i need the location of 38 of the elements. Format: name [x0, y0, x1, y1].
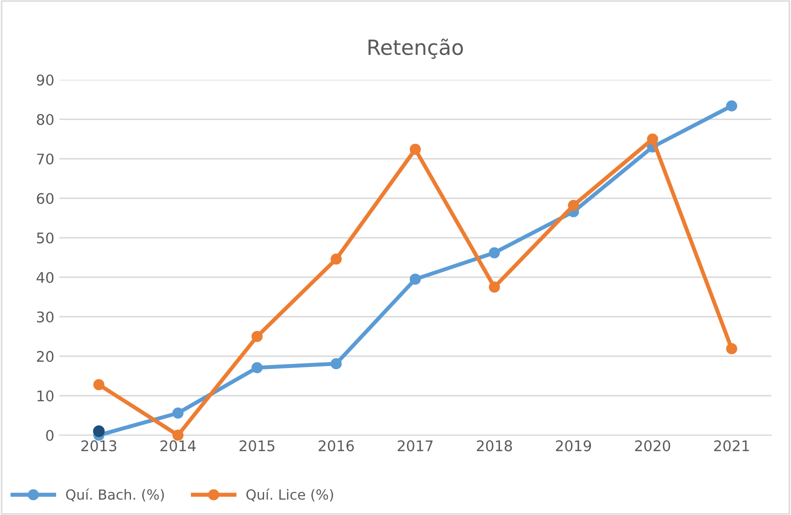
y-tick-label: 80	[36, 114, 54, 126]
point	[568, 200, 580, 211]
point	[330, 254, 342, 265]
x-tick-label: 2016	[318, 440, 354, 452]
y-tick-label: 70	[37, 154, 54, 165]
point	[93, 425, 105, 438]
legend-label: Quí. Lice (%)	[246, 488, 334, 502]
point	[488, 247, 500, 258]
y-tick-label: 60	[36, 192, 54, 204]
chart-title: Retenção	[368, 38, 463, 59]
point	[488, 282, 500, 293]
y-tick-label: 30	[37, 311, 54, 322]
point	[726, 343, 738, 354]
x-tick-label: 2018	[476, 440, 512, 452]
point	[410, 144, 421, 155]
x-tick-label: 2014	[160, 440, 196, 452]
y-tick-label: 20	[36, 350, 54, 362]
point	[172, 408, 184, 419]
point	[410, 274, 421, 285]
point	[252, 330, 263, 342]
point	[252, 362, 263, 374]
point	[330, 358, 342, 370]
y-tick-label: 10	[38, 390, 54, 402]
x-tick-label: 2015	[240, 440, 274, 452]
x-tick-label: 2019	[556, 440, 592, 452]
point	[647, 133, 658, 145]
y-tick-label: 50	[37, 232, 54, 244]
x-tick-label: 2013	[81, 440, 116, 452]
y-tick-label: 0	[46, 430, 54, 441]
y-tick-label: 90	[36, 74, 54, 86]
x-tick-label: 2017	[398, 440, 433, 452]
point	[726, 100, 738, 112]
point	[93, 379, 104, 390]
legend-label: Quí. Bach. (%)	[66, 488, 164, 502]
y-tick-label: 40	[36, 272, 54, 283]
x-tick-label: 2021	[714, 440, 749, 452]
x-tick-label: 2020	[635, 440, 670, 452]
point	[172, 430, 184, 441]
